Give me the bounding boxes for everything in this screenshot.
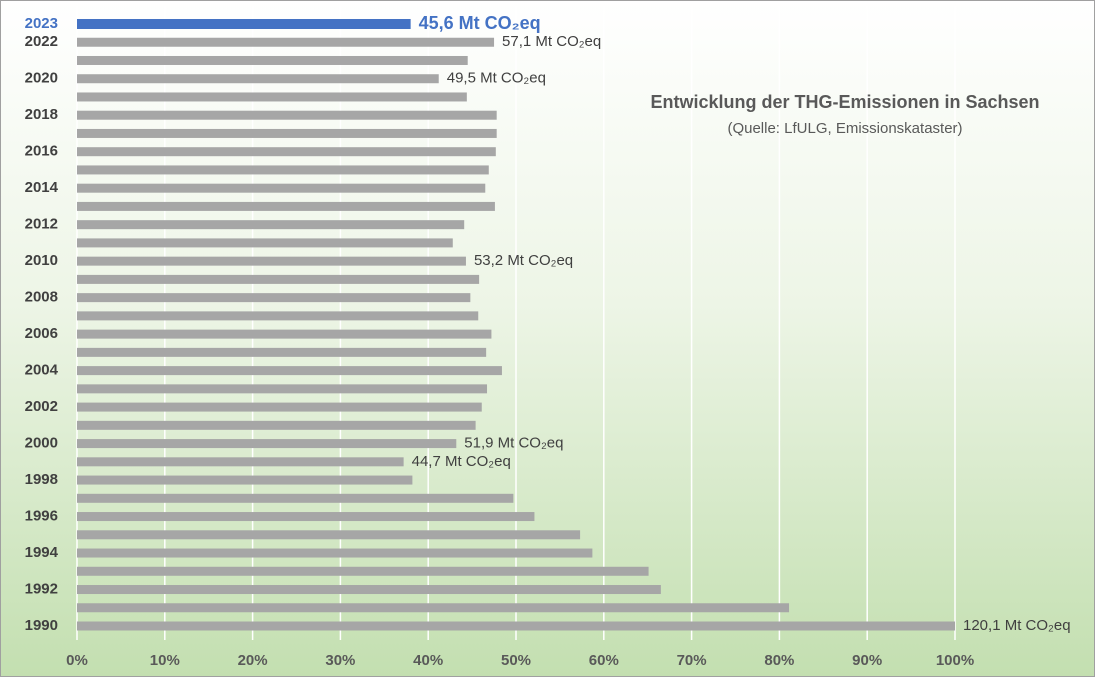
y-tick-label: 1990	[25, 617, 58, 634]
bar	[77, 55, 468, 65]
value-label: 53,2 Mt CO₂eq	[474, 252, 573, 269]
bar	[77, 420, 476, 430]
bar	[77, 621, 955, 631]
y-tick-label: 1998	[25, 471, 58, 488]
y-tick-label: 2004	[25, 362, 59, 379]
x-tick-label: 90%	[852, 652, 882, 669]
bar	[77, 347, 487, 357]
y-tick-label: 2012	[25, 216, 58, 233]
y-tick-label: 2016	[25, 143, 58, 160]
y-tick-label: 1996	[25, 508, 58, 525]
x-tick-label: 30%	[325, 652, 355, 669]
bar	[77, 238, 453, 248]
y-tick-label: 2023	[25, 15, 58, 32]
value-label: 51,9 Mt CO₂eq	[464, 435, 563, 452]
bar	[77, 512, 535, 522]
y-tick-label: 2014	[25, 179, 59, 196]
bar	[77, 402, 482, 412]
value-label: 57,1 Mt CO₂eq	[502, 33, 601, 50]
value-label: 45,6 Mt CO₂eq	[419, 13, 541, 33]
y-tick-label: 1992	[25, 580, 58, 597]
bar	[77, 548, 593, 558]
x-tick-label: 20%	[238, 652, 268, 669]
bar	[77, 74, 439, 84]
bar	[77, 530, 581, 540]
bar	[77, 457, 404, 467]
bar	[77, 566, 649, 576]
x-tick-label: 0%	[66, 652, 88, 669]
x-tick-label: 40%	[413, 652, 443, 669]
bar	[77, 493, 514, 503]
y-tick-label: 2008	[25, 289, 58, 306]
value-label: 49,5 Mt CO₂eq	[447, 70, 546, 87]
bar	[77, 256, 466, 266]
y-tick-label: 2022	[25, 33, 58, 50]
bar	[77, 147, 496, 157]
bar	[77, 329, 492, 339]
x-tick-label: 60%	[589, 652, 619, 669]
bar	[77, 366, 502, 376]
bar	[77, 311, 479, 321]
bar	[77, 274, 480, 284]
x-tick-label: 100%	[936, 652, 974, 669]
bar	[77, 183, 486, 193]
bar	[77, 384, 488, 394]
bar	[77, 92, 467, 102]
bar	[77, 475, 413, 485]
bar	[77, 110, 497, 120]
y-tick-label: 2018	[25, 106, 58, 123]
bar	[77, 585, 661, 595]
bar	[77, 201, 495, 211]
bar	[77, 603, 790, 613]
y-tick-label: 2002	[25, 398, 58, 415]
y-tick-label: 2006	[25, 325, 58, 342]
bar	[77, 165, 489, 175]
chart-subtitle: (Quelle: LfULG, Emissionskataster)	[727, 120, 962, 137]
chart-title: Entwicklung der THG-Emissionen in Sachse…	[650, 92, 1039, 112]
y-tick-label: 2010	[25, 252, 58, 269]
bar	[77, 37, 495, 47]
bar	[77, 128, 497, 138]
y-tick-label: 1994	[25, 544, 59, 561]
x-tick-label: 10%	[150, 652, 180, 669]
bar	[77, 19, 411, 29]
x-tick-label: 70%	[677, 652, 707, 669]
y-tick-label: 2020	[25, 70, 58, 87]
x-tick-label: 50%	[501, 652, 531, 669]
y-tick-label: 2000	[25, 435, 58, 452]
bar	[77, 439, 457, 449]
value-label: 44,7 Mt CO₂eq	[412, 453, 511, 470]
x-tick-label: 80%	[764, 652, 794, 669]
bar	[77, 220, 465, 230]
bar	[77, 293, 471, 303]
value-label: 120,1 Mt CO₂eq	[963, 617, 1071, 634]
